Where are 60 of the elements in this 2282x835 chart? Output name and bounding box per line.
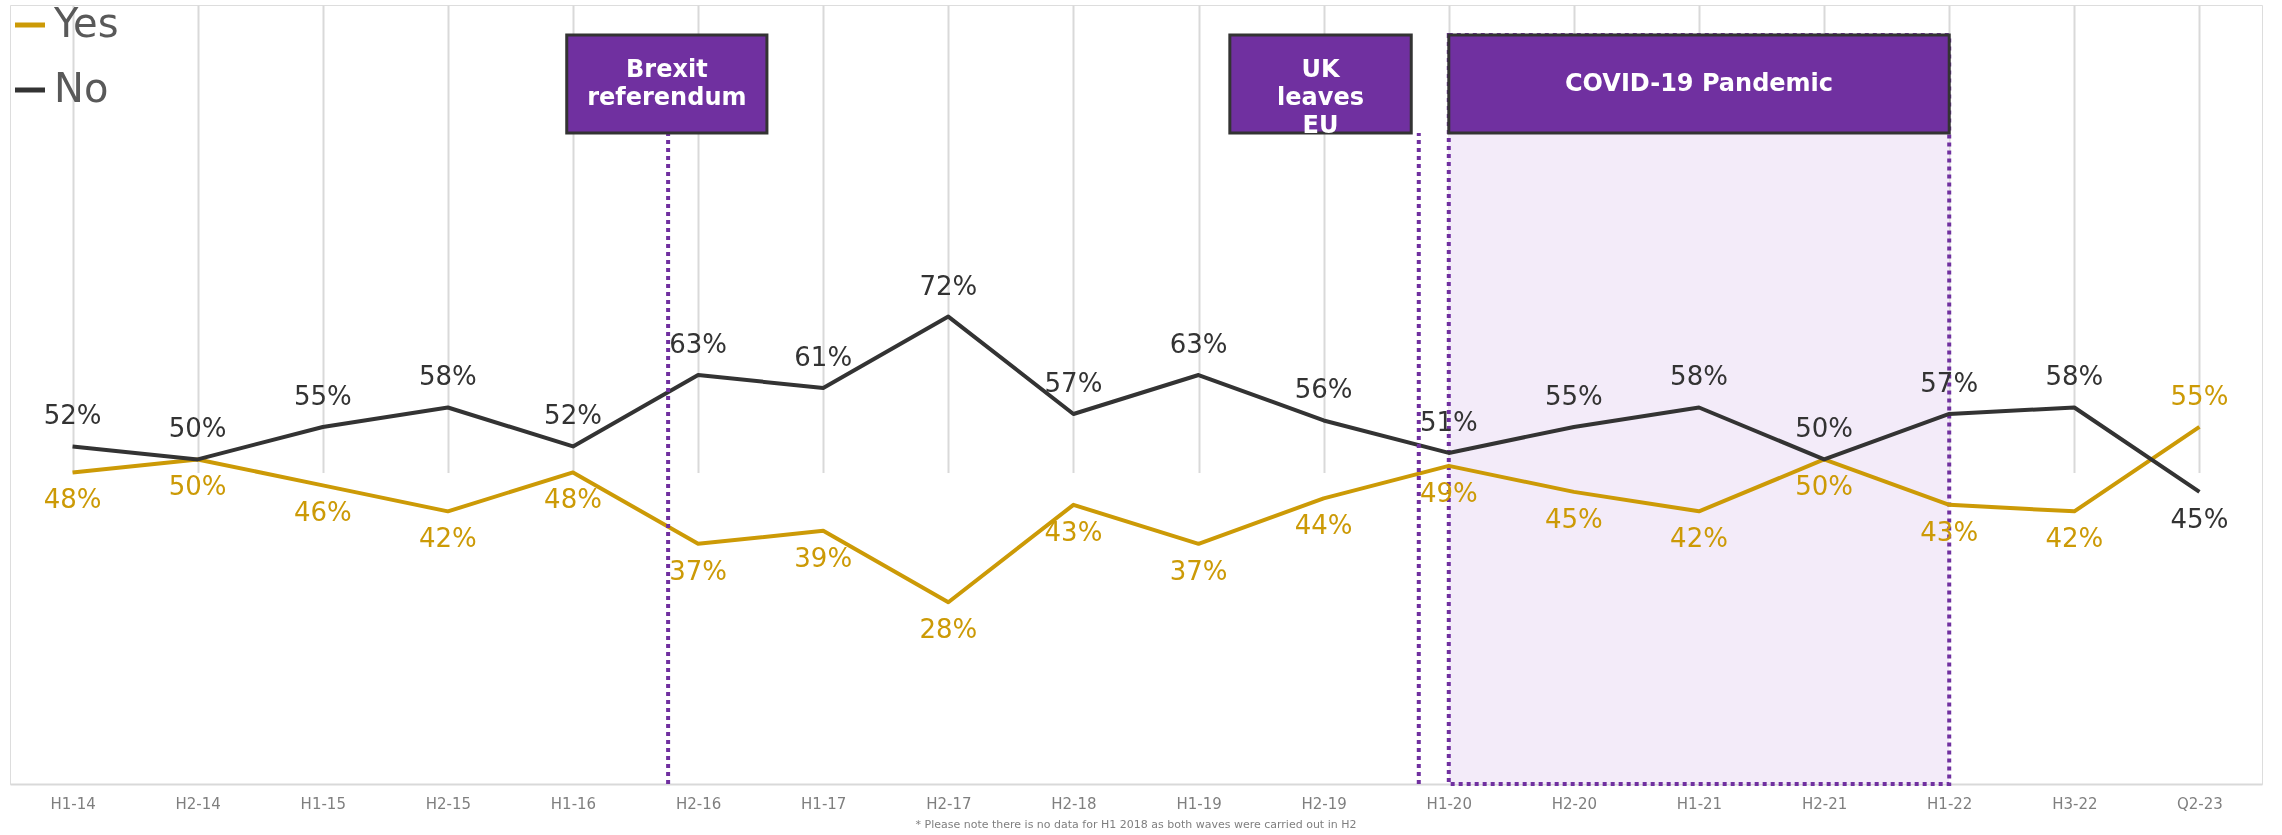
data-label: 42% (1670, 523, 1728, 554)
x-tick-label: H2-16 (675, 794, 722, 813)
x-tick-label: H1-20 (1426, 794, 1472, 813)
data-label: 42% (418, 523, 477, 554)
data-label: 42% (2045, 523, 2104, 554)
x-tick-label: H1-22 (1927, 794, 1973, 813)
data-label: 50% (1795, 471, 1854, 502)
data-label: 43% (1920, 516, 1979, 547)
data-label: 37% (669, 555, 728, 586)
x-tick-label: H2-20 (1551, 794, 1598, 813)
data-label: 58% (418, 361, 477, 392)
x-tick-label: H3-22 (2052, 794, 2098, 813)
x-tick-label: H2-19 (1301, 794, 1347, 813)
x-tick-label: H2-17 (926, 794, 972, 813)
data-label: 58% (1670, 361, 1728, 392)
data-label: 55% (2170, 380, 2229, 411)
ref-line-label: Brexit referendum (587, 55, 747, 111)
data-label: 48% (544, 484, 602, 515)
data-label: 72% (919, 270, 978, 301)
data-label: 50% (1795, 413, 1854, 444)
x-tick-label: H1-16 (550, 794, 597, 813)
x-tick-label: H1-15 (300, 794, 346, 813)
x-tick-label: H1-14 (50, 794, 96, 813)
data-label: 45% (2170, 503, 2229, 534)
band-label: COVID-19 Pandemic (1564, 69, 1834, 97)
data-label: 56% (1294, 374, 1353, 405)
data-label: 51% (1419, 406, 1478, 437)
data-label: 43% (1044, 516, 1103, 547)
data-label: 63% (669, 329, 728, 360)
text: * Please note there is no data for H1 2018 as both waves were carried out in H2 (915, 818, 1357, 831)
data-label: 58% (2045, 361, 2104, 392)
data-label: 48% (43, 484, 102, 515)
x-tick-label: H1-17 (801, 794, 847, 813)
data-label: 55% (1544, 380, 1603, 411)
data-label: 57% (1920, 367, 1979, 398)
ref-line-label: UK leaves EU (1277, 55, 1364, 139)
data-label: 61% (794, 342, 853, 373)
data-label: 45% (1544, 503, 1603, 534)
data-label: 46% (293, 497, 352, 528)
x-tick-label: Q2-23 (2177, 794, 2223, 813)
data-label: 57% (1044, 367, 1103, 398)
data-label: 52% (544, 400, 602, 431)
data-label: 50% (168, 471, 227, 502)
data-label: 63% (1169, 329, 1228, 360)
data-label: 55% (293, 380, 352, 411)
x-tick-label: H2-14 (175, 794, 221, 813)
legend-label: No (54, 65, 109, 111)
data-label: 49% (1419, 477, 1478, 508)
data-label: 39% (794, 542, 853, 573)
x-tick-label: H1-21 (1676, 794, 1723, 813)
data-label: 37% (1169, 555, 1228, 586)
data-label: 52% (43, 400, 102, 431)
legend-label: Yes (53, 0, 119, 46)
x-tick-label: H2-21 (1801, 794, 1848, 813)
data-label: 50% (168, 413, 227, 444)
x-tick-label: H2-15 (425, 794, 472, 813)
x-tick-label: H1-19 (1176, 794, 1222, 813)
data-label: 44% (1294, 510, 1353, 541)
data-label: 28% (919, 614, 978, 645)
x-tick-label: H2-18 (1051, 794, 1097, 813)
